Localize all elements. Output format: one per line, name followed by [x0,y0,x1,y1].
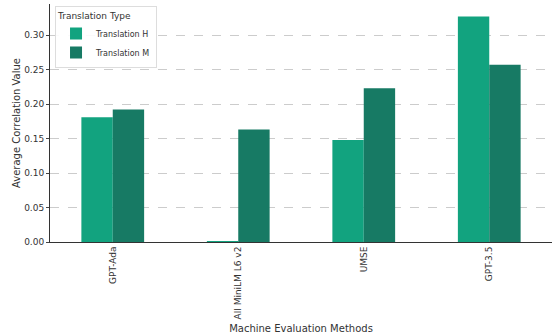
svg-text:GPT-Ada: GPT-Ada [108,247,118,284]
svg-text:0.15: 0.15 [24,134,44,144]
svg-text:Machine Evaluation Methods: Machine Evaluation Methods [229,323,373,334]
svg-text:GPT-3.5: GPT-3.5 [484,247,494,282]
svg-text:0.30: 0.30 [24,30,44,40]
svg-text:All MiniLM L6 v2: All MiniLM L6 v2 [233,247,243,320]
svg-text:0.10: 0.10 [24,168,44,178]
svg-text:UMSE: UMSE [359,246,369,272]
svg-text:0.00: 0.00 [24,237,44,247]
svg-text:Average Correlation Value: Average Correlation Value [11,58,22,188]
svg-text:0.25: 0.25 [24,65,44,75]
svg-text:Translation M: Translation M [95,49,149,58]
svg-text:0.20: 0.20 [24,99,44,109]
svg-text:0.05: 0.05 [24,203,44,213]
svg-text:Translation H: Translation H [95,30,148,39]
svg-text:Translation Type: Translation Type [57,11,131,21]
